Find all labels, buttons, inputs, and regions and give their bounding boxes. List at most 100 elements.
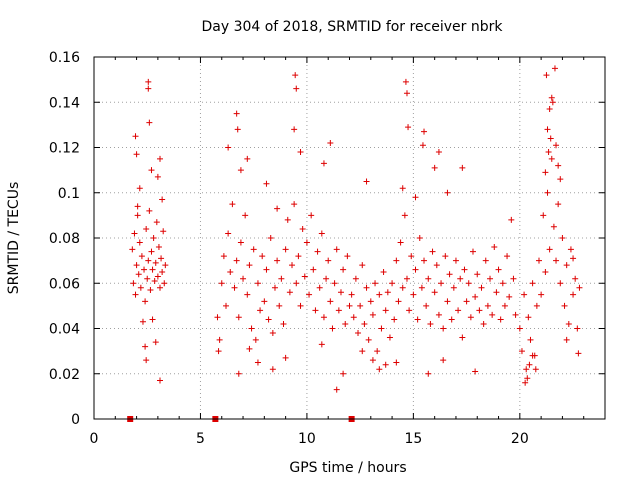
data-point <box>444 189 451 196</box>
data-point <box>421 257 428 264</box>
data-point <box>134 212 141 219</box>
data-point <box>518 348 525 355</box>
y-tick-label: 0.02 <box>49 367 80 383</box>
data-point <box>551 65 558 72</box>
y-tick-label: 0.04 <box>49 322 80 338</box>
data-point <box>237 239 244 246</box>
data-point <box>145 78 152 85</box>
y-tick-label: 0.14 <box>49 95 80 111</box>
data-point <box>148 167 155 174</box>
data-point <box>382 361 389 368</box>
data-point <box>427 320 434 327</box>
y-tick-label: 0.06 <box>49 276 80 292</box>
data-point <box>151 277 158 284</box>
data-point <box>157 377 164 384</box>
data-point <box>442 253 449 260</box>
data-point <box>463 298 470 305</box>
data-point <box>406 307 413 314</box>
data-point <box>335 307 342 314</box>
data-point <box>567 246 574 253</box>
y-tick-labels: 0 0.02 0.04 0.06 0.08 0.1 0.12 0.14 0.16 <box>49 50 80 428</box>
data-point <box>274 257 281 264</box>
data-point <box>291 126 298 133</box>
data-point <box>399 185 406 192</box>
y-tick-label: 0.16 <box>49 50 80 66</box>
data-point <box>320 160 327 167</box>
data-point <box>274 205 281 212</box>
data-point <box>448 316 455 323</box>
data-point <box>327 298 334 305</box>
data-point <box>570 255 577 262</box>
data-point <box>214 314 221 321</box>
data-point <box>499 280 506 287</box>
data-point <box>472 293 479 300</box>
data-point <box>570 291 577 298</box>
data-point <box>365 336 372 343</box>
data-point <box>533 302 540 309</box>
data-point <box>154 173 161 180</box>
data-point <box>269 366 276 373</box>
data-point <box>138 253 145 260</box>
data-point <box>576 284 583 291</box>
data-point <box>467 314 474 321</box>
data-point <box>329 325 336 332</box>
data-point <box>263 180 270 187</box>
data-point <box>350 314 357 321</box>
data-point <box>357 302 364 309</box>
data-point <box>252 336 259 343</box>
data-point <box>419 142 426 149</box>
data-point <box>416 235 423 241</box>
data-point <box>565 320 572 327</box>
data-point <box>529 352 536 359</box>
data-point <box>143 225 150 232</box>
y-tick-label: 0.12 <box>49 141 80 157</box>
data-point <box>527 336 534 343</box>
data-point <box>254 359 261 366</box>
data-point <box>546 106 553 113</box>
data-point <box>344 253 351 260</box>
data-point <box>557 280 564 287</box>
data-point <box>130 280 137 287</box>
data-point <box>543 72 550 79</box>
data-point <box>550 223 557 230</box>
data-point <box>542 169 549 176</box>
data-point <box>297 149 304 156</box>
data-point <box>218 280 225 287</box>
data-point <box>162 262 169 269</box>
data-point <box>135 271 142 278</box>
data-point <box>425 370 432 377</box>
data-point <box>149 266 156 273</box>
data-point <box>248 325 255 332</box>
data-point <box>132 133 139 140</box>
data-point <box>374 348 381 355</box>
data-point <box>320 314 327 321</box>
data-point <box>318 230 325 237</box>
data-point <box>393 257 400 264</box>
data-point <box>361 320 368 327</box>
data-point <box>231 284 238 291</box>
data-point <box>403 275 410 282</box>
grid-lines <box>94 57 605 419</box>
data-point <box>538 291 545 298</box>
data-point <box>215 348 222 355</box>
y-tick-label: 0 <box>71 412 80 428</box>
data-point <box>563 262 570 269</box>
data-point <box>575 350 582 357</box>
x-tick-label: 10 <box>298 431 316 447</box>
data-point <box>146 207 153 214</box>
data-point <box>559 235 566 241</box>
data-point <box>423 302 430 309</box>
data-point <box>352 275 359 282</box>
data-point <box>440 325 447 332</box>
data-point <box>327 139 334 146</box>
data-point <box>510 275 517 282</box>
data-point <box>506 293 513 300</box>
data-point <box>545 149 552 156</box>
data-point <box>532 366 539 373</box>
data-point <box>469 248 476 255</box>
data-point <box>438 280 445 287</box>
data-point <box>143 357 150 364</box>
data-point <box>263 266 270 273</box>
